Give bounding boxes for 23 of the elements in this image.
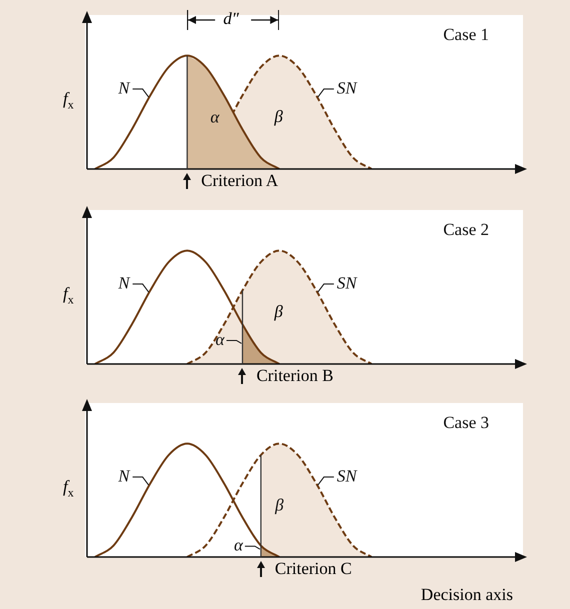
x-axis-title: Decision axis bbox=[420, 585, 513, 605]
series-label: α bbox=[234, 536, 244, 555]
chart-title: Case 3 bbox=[443, 412, 489, 432]
text: Criterion C bbox=[274, 559, 352, 579]
series-label: α bbox=[210, 107, 220, 126]
chart-title: Case 2 bbox=[443, 220, 489, 239]
series-label: N bbox=[117, 78, 132, 98]
y-axis-title: f$_{x}$ bbox=[63, 284, 74, 308]
text: Criterion B bbox=[256, 366, 334, 386]
series-label: SN bbox=[336, 273, 358, 292]
text: Criterion A bbox=[201, 171, 278, 191]
series-label: N bbox=[117, 273, 132, 292]
series-label: SN bbox=[336, 78, 358, 98]
series-label: β bbox=[274, 495, 284, 514]
series-label: SN bbox=[336, 466, 358, 486]
chart-title: Case 1 bbox=[443, 24, 489, 44]
y-axis-title: f$_{x}$ bbox=[63, 89, 74, 112]
y-axis-title: f$_{x}$ bbox=[63, 477, 74, 500]
series-label: N bbox=[117, 466, 132, 486]
annotation: β bbox=[274, 302, 283, 322]
series-label: α bbox=[216, 330, 226, 349]
annotation: β bbox=[274, 107, 283, 127]
text: d″ bbox=[223, 9, 239, 29]
